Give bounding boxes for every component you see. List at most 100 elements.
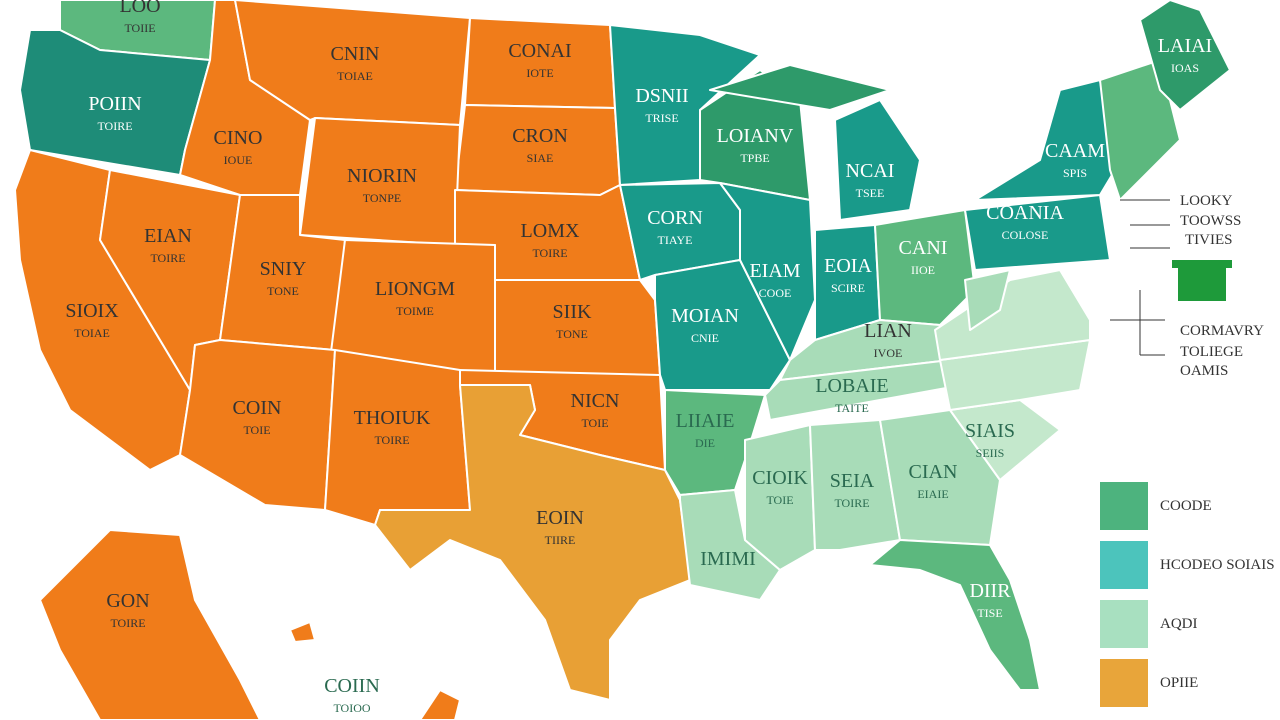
state-label: SEIA [830,470,875,492]
state-label: CRON [512,125,568,147]
state-sublabel: TOIOO [333,701,370,715]
state-sublabel: IOAS [1171,61,1199,75]
icon [1172,260,1232,268]
state-shape [719,182,816,361]
state-label: CIAN [909,461,958,483]
state-sublabel: COOE [759,286,792,300]
state-shape [419,689,461,720]
state-sublabel: TOIRE [834,496,869,510]
state-sublabel: IVOE [874,346,903,360]
state-sublabel: TOIAE [74,326,110,340]
legend-label: HCODEO SOIAIS [1160,557,1275,573]
state-label: MOIAN [671,305,739,327]
state-sublabel: IOUE [224,153,253,167]
state-label: LAIAI [1158,35,1212,57]
annotation-text: TOLIEGE [1180,344,1243,360]
state-sublabel: TIAYE [658,233,693,247]
state-sublabel: TONE [267,284,299,298]
state-sublabel: TISE [977,606,1002,620]
state-sublabel: DIE [695,436,715,450]
state-label: EOIN [536,507,584,529]
annotation-text: OAMIS [1180,363,1228,379]
state-shape [679,489,781,601]
state-sublabel: TOIE [766,493,793,507]
state-shape [964,194,1111,271]
state-shape [834,99,921,221]
legend-swatch [1100,659,1148,707]
state-shape [289,621,316,643]
state-sublabel: TOIAE [337,69,373,83]
state-shape [934,269,1091,361]
state-label: THOIUK [354,407,431,429]
state-shape [709,64,891,111]
states [14,0,1231,720]
state-label: LIIAIE [676,410,735,432]
state-label: LOMX [521,220,580,242]
state-sublabel: TRISE [645,111,678,125]
state-label: COANIA [986,202,1064,224]
state-label: POIIN [88,93,141,115]
legend-label: AQDI [1160,616,1198,632]
annotation-text: LOOKY [1180,193,1233,209]
annotations [1110,199,1170,356]
state-label: SNIY [260,258,307,280]
state-sublabel: TOIME [396,304,434,318]
state-label: EIAM [749,260,800,282]
state-sublabel: TOIRE [97,119,132,133]
state-sublabel: TOIE [581,416,608,430]
state-label: CINO [214,127,263,149]
state-label: NCAI [846,160,895,182]
state-label: SIIK [553,301,592,323]
state-label: SIAIS [965,420,1015,442]
state-label: CORN [647,207,703,229]
state-shape [454,104,621,196]
state-shape [964,269,1011,331]
state-label: LOO [119,0,160,17]
state-sublabel: TIIRE [545,533,576,547]
state-label: CAAM [1045,140,1105,162]
state-label: NICN [571,390,620,412]
state-label: LOBAIE [815,375,888,397]
state-shape [879,409,1001,546]
state-sublabel: TAITE [835,401,869,415]
state-label: COIN [233,397,282,419]
state-label: IMIMI [700,548,756,570]
state-shape [464,17,616,109]
state-sublabel: CNIE [691,331,719,345]
state-label: SIOIX [65,300,119,322]
state-label: CIOIK [752,467,808,489]
legend: COODE HCODEO SOIAIS AQDI OPIIE [1100,482,1275,707]
state-sublabel: TSEE [856,186,885,200]
state-sublabel: SIAE [527,151,554,165]
state-label: GON [106,590,149,612]
state-shape [39,529,261,720]
state-sublabel: EIAIE [917,487,948,501]
state-shape [1139,0,1231,111]
state-sublabel: IIOE [911,263,935,277]
state-label: EOIA [824,255,872,277]
state-sublabel: TOIRE [532,246,567,260]
state-label: NIORIN [347,165,417,187]
state-sublabel: TOIE [243,423,270,437]
legend-swatch [1100,600,1148,648]
legend-label: OPIIE [1160,675,1198,691]
annotation-text: TOOWSS [1180,213,1241,229]
state-label: LIONGM [375,278,455,300]
state-sublabel: SCIRE [831,281,865,295]
state-shape [1099,59,1181,201]
annotation-text: TIVIES [1185,232,1233,248]
state-sublabel: TONE [556,327,588,341]
state-labels: LOO TOIIE POIIN TOIRE CNIN TOIAE CONAI IOTE CINO… [65,0,1212,715]
state-sublabel: TONPE [363,191,401,205]
annotation-text: CORMAVRY [1180,323,1264,339]
state-label: CONAI [508,40,571,62]
state-shape [869,539,1041,691]
state-sublabel: SPIS [1063,166,1087,180]
state-sublabel: TOIRE [374,433,409,447]
state-sublabel: TPBE [740,151,769,165]
state-label: EIAN [144,225,192,247]
state-label: LOIANV [717,125,794,147]
state-sublabel: SEIIS [976,446,1005,460]
